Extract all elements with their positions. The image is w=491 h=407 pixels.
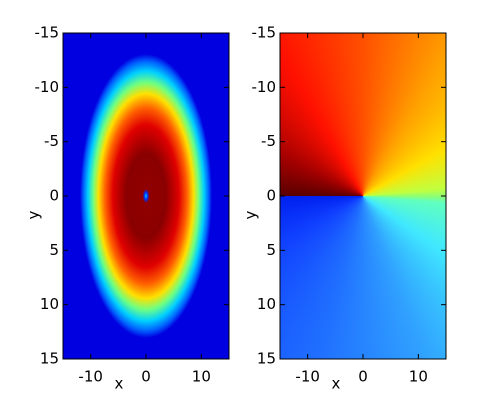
- y-tick-label: -5: [261, 132, 276, 150]
- x-tick-label: 0: [358, 368, 368, 386]
- x-axis-label: x: [332, 375, 341, 393]
- y-tick-label: -5: [44, 132, 59, 150]
- y-axis-label: y: [242, 210, 260, 219]
- x-tick-label: 10: [409, 368, 428, 386]
- x-tick-label: -10: [78, 368, 103, 386]
- y-tick-label: -15: [35, 24, 60, 42]
- x-axis-label: x: [115, 375, 124, 393]
- x-tick-label: 0: [141, 368, 151, 386]
- amp-image: [80, 54, 212, 338]
- phase-image: [280, 33, 446, 359]
- y-tick-label: 15: [257, 350, 276, 368]
- y-tick-label: 5: [49, 241, 59, 259]
- y-tick-label: 0: [49, 187, 59, 205]
- x-tick-label: -10: [295, 368, 320, 386]
- y-tick-label: -15: [252, 24, 277, 42]
- y-tick-label: -10: [252, 78, 277, 96]
- y-tick-label: 10: [257, 295, 276, 313]
- y-tick-label: 5: [266, 241, 276, 259]
- y-tick-label: 10: [40, 295, 59, 313]
- x-tick-label: 10: [192, 368, 211, 386]
- y-tick-label: 0: [266, 187, 276, 205]
- axes-box: [279, 32, 447, 360]
- y-tick-label: -10: [35, 78, 60, 96]
- y-tick-label: 15: [40, 350, 59, 368]
- y-axis-label: y: [25, 210, 43, 219]
